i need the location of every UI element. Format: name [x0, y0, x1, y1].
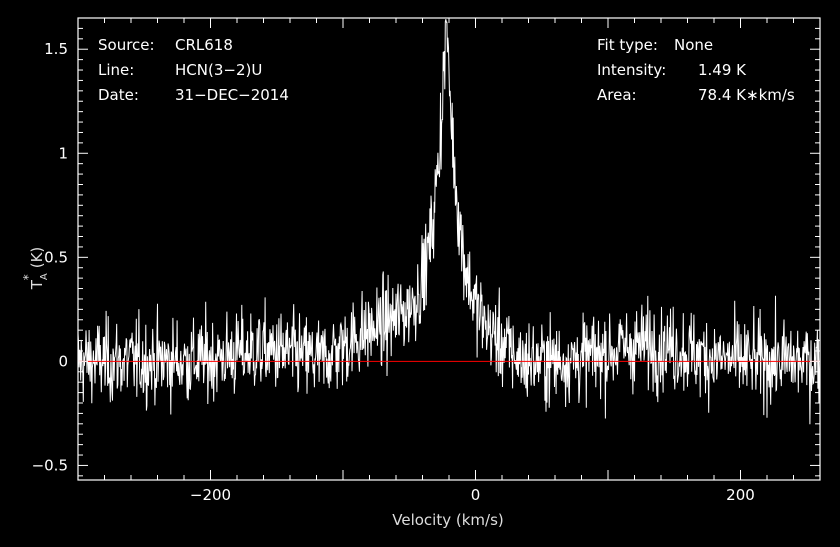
line-value: HCN(3−2)U [175, 61, 262, 79]
svg-text:TA*(K): TA * (K) [21, 247, 50, 291]
x-tick-label: 0 [471, 486, 481, 504]
y-tick-label: 0.5 [44, 248, 68, 266]
y-axis-label: TA * (K) [21, 247, 50, 291]
x-tick-label: −200 [190, 486, 231, 504]
spectrum-line [77, 19, 821, 425]
area-value: 78.4 K∗km/s [698, 86, 795, 104]
axis-ticks: −200 0 200 −0.5 0 0.5 1 1.5 [32, 18, 821, 504]
y-tick-label: −0.5 [32, 456, 68, 474]
y-tick-label: 1.5 [44, 40, 68, 58]
area-label: Area: [597, 86, 637, 104]
info-left: Source: CRL618 Line: HCN(3−2)U Date: 31−… [98, 36, 289, 104]
spectrum-layer [77, 19, 821, 425]
line-label: Line: [98, 61, 134, 79]
y-tick-label: 1 [58, 144, 68, 162]
y-tick-label: 0 [58, 352, 68, 370]
x-tick-label: 200 [726, 486, 755, 504]
info-right: Fit type: None Intensity: 1.49 K Area: 7… [597, 36, 795, 104]
source-value: CRL618 [175, 36, 233, 54]
date-label: Date: [98, 86, 139, 104]
date-value: 31−DEC−2014 [175, 86, 289, 104]
x-axis-label: Velocity (km/s) [392, 511, 503, 529]
intensity-value: 1.49 K [698, 61, 747, 79]
fit-type-label: Fit type: [597, 36, 658, 54]
intensity-label: Intensity: [597, 61, 666, 79]
fit-type-value: None [674, 36, 713, 54]
y-label-main: T [28, 279, 46, 290]
y-label-sup: * [21, 274, 35, 280]
y-label-sub: A [39, 273, 50, 280]
y-label-unit: (K) [28, 247, 46, 269]
source-label: Source: [98, 36, 155, 54]
